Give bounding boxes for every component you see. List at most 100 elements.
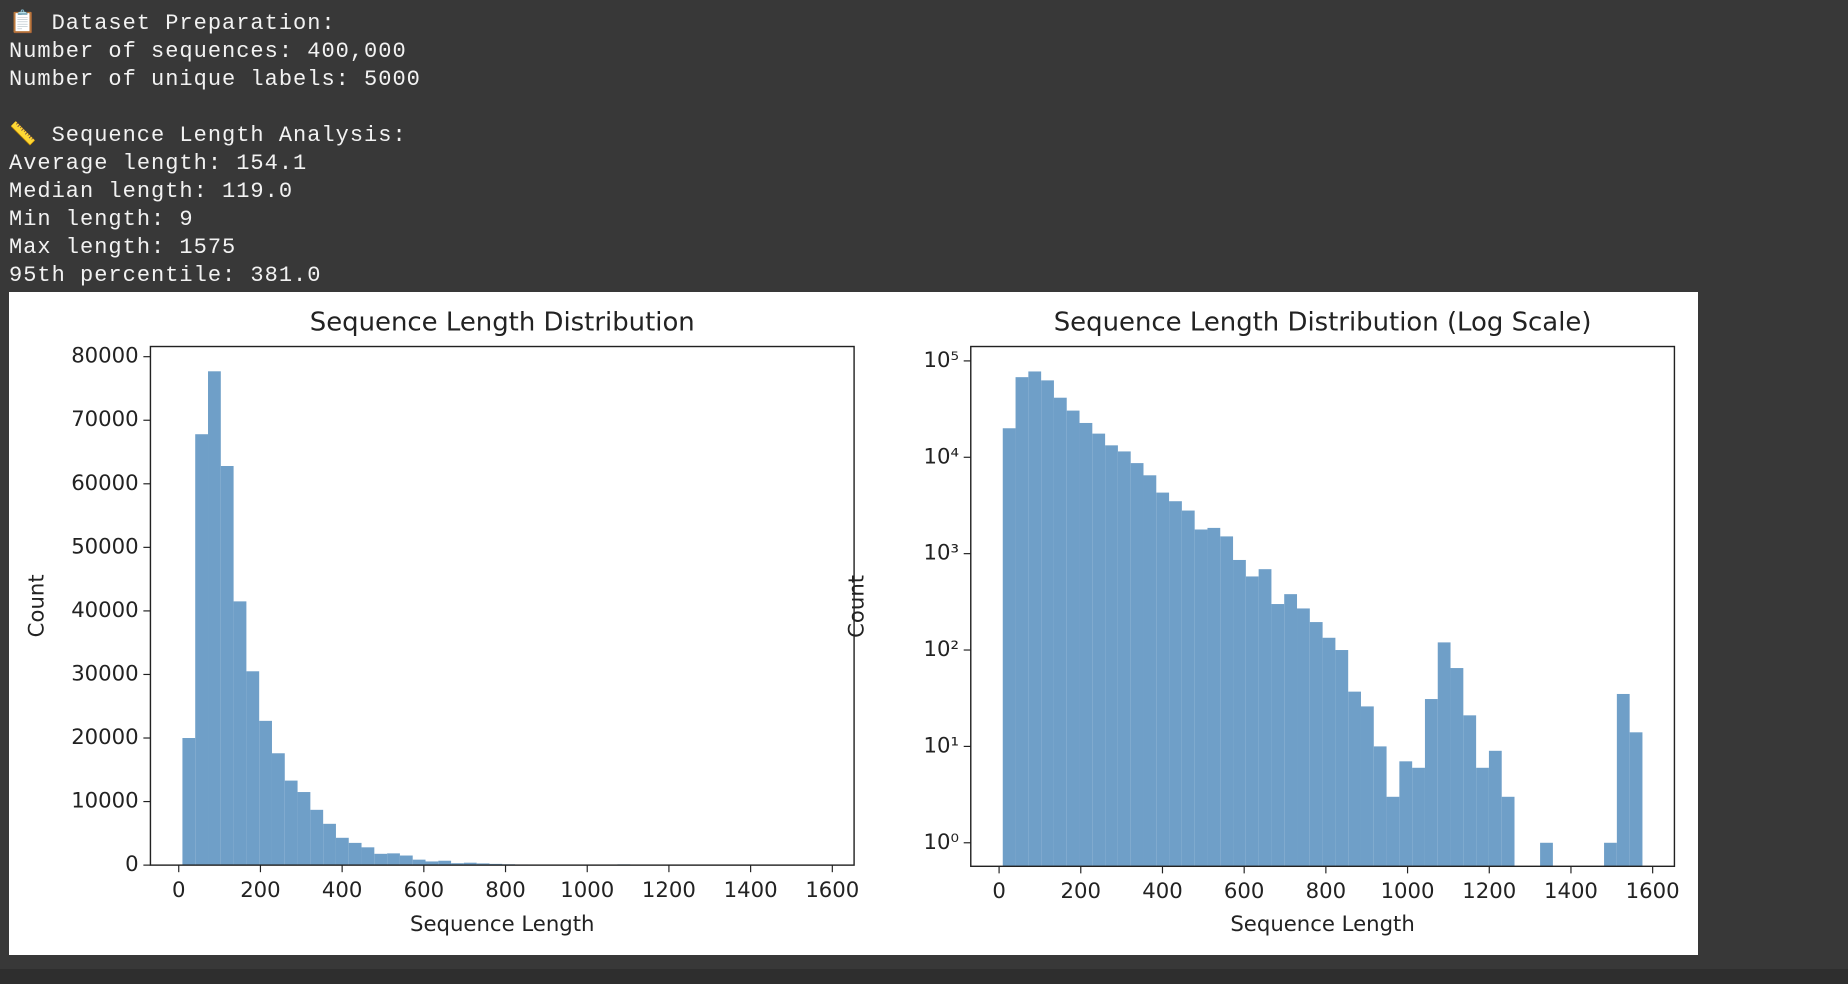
x-tick-label: 1400: [724, 878, 778, 903]
histogram-bar: [297, 792, 311, 866]
histogram-bar: [1181, 510, 1195, 867]
histogram-bar: [1450, 668, 1464, 867]
histogram-bar: [374, 853, 388, 866]
x-tick-label: 400: [322, 878, 362, 903]
histogram-bar: [399, 855, 413, 866]
histogram-bar: [1245, 576, 1259, 867]
histogram-bar: [1360, 706, 1374, 867]
x-axis-label: Sequence Length: [410, 912, 594, 937]
x-tick-label: 800: [1306, 879, 1346, 904]
histogram-bar: [1220, 536, 1234, 867]
axes-frame: [149, 345, 855, 866]
histogram-bar: [310, 809, 324, 866]
x-tick-label: 200: [1061, 879, 1101, 904]
y-tick-label: 10²: [924, 637, 959, 662]
histogram-bar: [1143, 475, 1157, 867]
histogram-bar: [1373, 746, 1387, 867]
y-axis-label: Count: [24, 574, 49, 637]
histogram-bar: [1424, 699, 1438, 867]
x-tick-label: 400: [1142, 879, 1182, 904]
histogram-bar: [1437, 642, 1451, 867]
y-tick-label: 10⁵: [924, 348, 959, 373]
histogram-bar: [1476, 767, 1489, 867]
histogram-bar: [412, 859, 426, 866]
histogram-bar: [476, 863, 490, 866]
y-tick-label: 80000: [71, 344, 138, 369]
x-tick-label: 1200: [642, 878, 696, 903]
figure: Sequence Length Distribution Sequence Len…: [9, 292, 1698, 955]
histogram-bar: [387, 853, 400, 866]
histogram-bar: [1079, 422, 1093, 867]
output-line: Number of unique labels: 5000: [9, 67, 421, 92]
histogram-bar: [335, 837, 349, 866]
x-tick-label: 800: [485, 878, 525, 903]
histogram-bar: [1297, 608, 1310, 867]
histogram-bar: [271, 753, 285, 866]
histogram-bar: [1105, 445, 1118, 867]
histogram-bar: [1156, 492, 1170, 867]
histogram-bar: [1335, 650, 1349, 867]
histogram-bar: [1463, 715, 1477, 867]
histogram-bar: [438, 860, 452, 866]
y-tick-label: 10⁴: [924, 444, 959, 469]
histogram-bar: [323, 823, 336, 866]
histogram-bar: [1284, 594, 1298, 867]
y-tick-label: 30000: [71, 661, 138, 686]
output-line: Max length: 1575: [9, 235, 237, 260]
x-tick-label: 1400: [1544, 879, 1598, 904]
x-tick-label: 200: [240, 878, 280, 903]
histogram-bar: [1488, 750, 1502, 867]
x-tick-label: 0: [172, 878, 185, 903]
histogram-bar: [348, 842, 362, 866]
histogram-bar: [284, 780, 298, 866]
histogram-bar: [1194, 529, 1208, 867]
output-line: Min length: 9: [9, 207, 194, 232]
histogram-bar: [1169, 501, 1182, 867]
axes-frame: [970, 345, 1676, 868]
histogram-bar: [1399, 761, 1413, 867]
console-output: 📋 Dataset Preparation: Number of sequence…: [9, 10, 421, 290]
histogram-bar: [208, 371, 221, 866]
histogram-bar: [463, 862, 477, 866]
histogram-bar: [1616, 693, 1630, 867]
x-tick-label: 1200: [1462, 879, 1516, 904]
histogram-bar: [1604, 842, 1617, 867]
output-line: Average length: 154.1: [9, 151, 308, 176]
histogram-bar: [451, 863, 464, 866]
x-tick-label: 1600: [1626, 879, 1680, 904]
histogram-bar: [1309, 622, 1323, 867]
cell-border: [0, 969, 1848, 984]
y-tick-label: 40000: [71, 598, 138, 623]
histogram-bar: [1207, 527, 1221, 867]
histogram-bar: [1233, 559, 1246, 867]
section-title: 📏 Sequence Length Analysis:: [9, 123, 407, 148]
histogram-bar: [1412, 767, 1425, 867]
y-tick-label: 10¹: [924, 733, 959, 758]
histogram-bar: [1501, 796, 1515, 867]
x-tick-label: 600: [1224, 879, 1264, 904]
histogram-bar: [1540, 842, 1553, 867]
x-tick-label: 1000: [560, 878, 614, 903]
histogram-bar: [220, 466, 234, 866]
y-tick-label: 20000: [71, 725, 138, 750]
histogram-bar: [1130, 463, 1144, 867]
x-tick-label: 1000: [1381, 879, 1435, 904]
histogram-bar: [1271, 604, 1285, 867]
histogram-bar: [246, 671, 260, 866]
histogram-bar: [1629, 732, 1643, 867]
histogram-bar: [1053, 397, 1067, 867]
x-tick-label: 0: [992, 879, 1006, 904]
y-tick-label: 60000: [71, 471, 138, 496]
histogram-bar: [1028, 371, 1042, 867]
y-tick-label: 0: [125, 852, 139, 877]
output-section: 📏 Sequence Length Analysis: Average lengt…: [9, 122, 421, 290]
y-tick-label: 10³: [924, 541, 959, 566]
x-axis-label: Sequence Length: [1230, 912, 1414, 937]
x-tick-label: 600: [404, 878, 444, 903]
section-title: 📋 Dataset Preparation:: [9, 11, 336, 36]
histogram-bar: [1041, 380, 1054, 867]
histogram-bar: [1258, 569, 1272, 867]
output-section: 📋 Dataset Preparation: Number of sequence…: [9, 10, 421, 94]
histogram-bar: [425, 861, 439, 866]
